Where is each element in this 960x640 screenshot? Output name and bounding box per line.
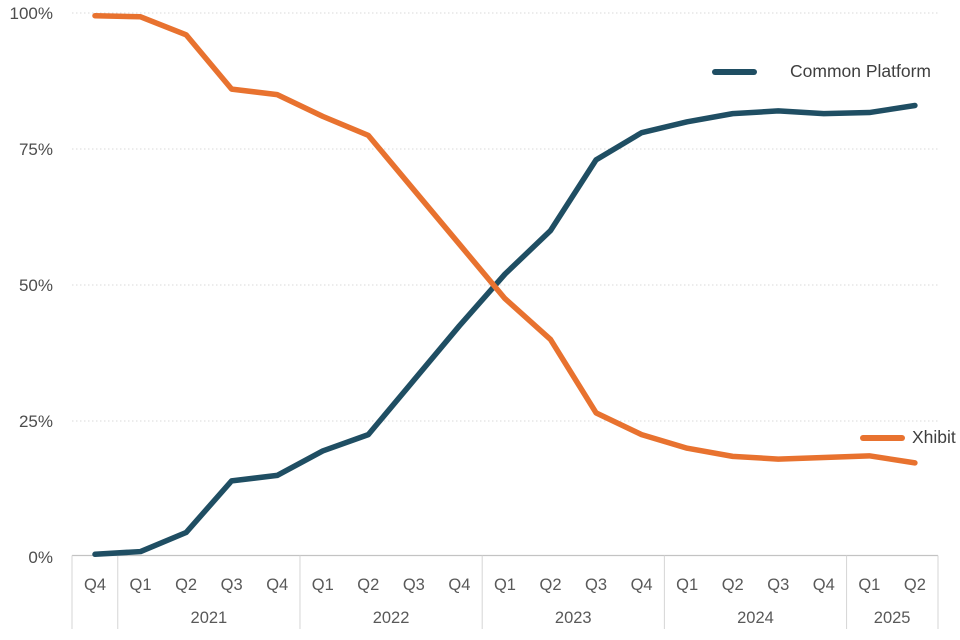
legend-item-xhibit: Xhibit <box>860 427 956 447</box>
y-tick-label: 25% <box>19 412 53 431</box>
x-tick-quarter: Q1 <box>676 576 698 594</box>
legend-label-xhibit: Xhibit <box>912 427 956 447</box>
y-tick-label: 75% <box>19 140 53 159</box>
x-tick-quarter: Q1 <box>130 576 152 594</box>
x-tick-year: 2025 <box>874 609 911 627</box>
x-tick-quarter: Q2 <box>722 576 744 594</box>
x-tick-quarter: Q2 <box>904 576 926 594</box>
x-tick-year: 2024 <box>737 609 774 627</box>
x-tick-quarter: Q4 <box>266 576 288 594</box>
x-tick-quarter: Q4 <box>84 576 106 594</box>
x-tick-year: 2023 <box>555 609 592 627</box>
x-tick-quarter: Q3 <box>221 576 243 594</box>
common-platform-line <box>92 102 918 558</box>
x-tick-quarter: Q2 <box>539 576 561 594</box>
x-tick-quarter: Q4 <box>448 576 470 594</box>
xhibit-line <box>92 12 918 466</box>
x-tick-year: 2022 <box>373 609 410 627</box>
y-tick-label: 100% <box>10 4 53 23</box>
legend-item-common-platform: Common Platform <box>712 61 932 81</box>
y-tick-label: 50% <box>19 276 53 295</box>
x-tick-quarter: Q3 <box>403 576 425 594</box>
legend-swatch-xhibit <box>860 434 905 441</box>
x-tick-quarter: Q3 <box>585 576 607 594</box>
x-tick-quarter: Q1 <box>494 576 516 594</box>
y-tick-label: 0% <box>28 548 53 567</box>
x-tick-year: 2021 <box>191 609 228 627</box>
x-tick-quarter: Q1 <box>312 576 334 594</box>
legend-label-common-platform: Common Platform <box>790 61 932 81</box>
legend-swatch-common-platform <box>712 68 757 75</box>
x-tick-quarter: Q3 <box>767 576 789 594</box>
x-tick-quarter: Q2 <box>357 576 379 594</box>
x-tick-quarter: Q2 <box>175 576 197 594</box>
x-tick-quarter: Q4 <box>631 576 653 594</box>
x-tick-quarter: Q1 <box>858 576 880 594</box>
x-tick-quarter: Q4 <box>813 576 835 594</box>
